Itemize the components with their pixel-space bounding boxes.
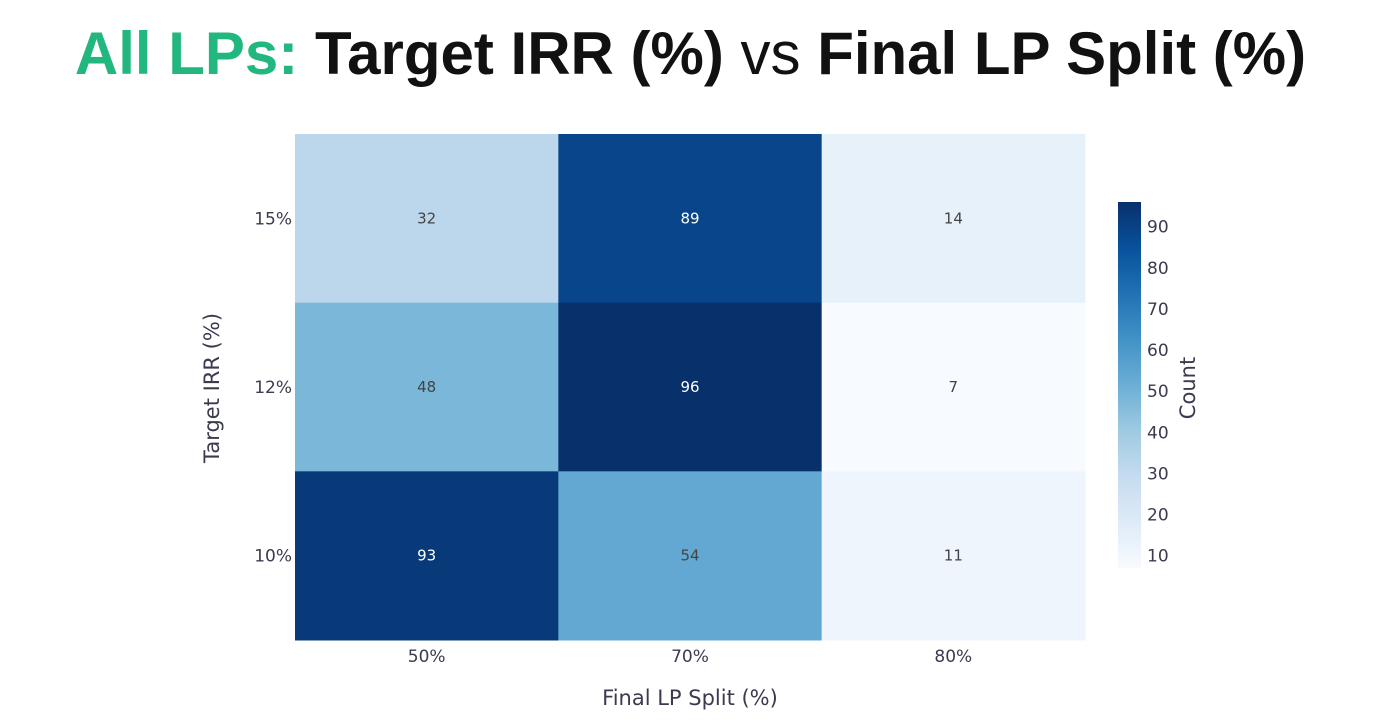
colorbar-tick-label: 40 <box>1147 423 1169 443</box>
colorbar-tick-label: 60 <box>1147 341 1169 361</box>
x-tick-label: 80% <box>934 647 972 667</box>
heatmap-cells <box>295 134 1086 641</box>
x-tick-label: 50% <box>408 647 446 667</box>
x-axis-title: Final LP Split (%) <box>602 686 778 710</box>
heatmap-cell-label: 96 <box>680 378 699 396</box>
colorbar-tick-label: 30 <box>1147 464 1169 484</box>
y-tick-label: 10% <box>254 547 292 567</box>
title-versus: vs <box>740 20 801 87</box>
y-axis-title: Target IRR (%) <box>200 313 224 464</box>
colorbar-gradient <box>1118 202 1141 568</box>
heatmap-cell <box>295 134 559 304</box>
colorbar-tick-label: 50 <box>1147 382 1169 402</box>
chart-title: All LPs: Target IRR (%) vs Final LP Spli… <box>0 14 1381 94</box>
colorbar-tick-label: 70 <box>1147 300 1169 320</box>
x-axis-ticks: 50% 70% 80% <box>408 647 972 667</box>
colorbar: 10 20 30 40 50 60 70 80 90 Count <box>1118 202 1200 568</box>
heatmap-cell-label: 48 <box>417 378 436 396</box>
heatmap-cell <box>558 134 823 304</box>
heatmap-cell <box>558 302 823 472</box>
colorbar-title: Count <box>1176 357 1200 419</box>
colorbar-tick-label: 20 <box>1147 506 1169 526</box>
title-y-variable: Target IRR (%) <box>314 20 724 87</box>
colorbar-tick-label: 90 <box>1147 218 1169 238</box>
heatmap-cell-label: 89 <box>680 209 699 227</box>
colorbar-tick-label: 10 <box>1147 547 1169 567</box>
heatmap-cell-label: 54 <box>680 547 699 565</box>
x-tick-label: 70% <box>671 647 709 667</box>
colorbar-tick-label: 80 <box>1147 259 1169 279</box>
heatmap-cell <box>821 134 1086 304</box>
title-x-variable: Final LP Split (%) <box>817 20 1307 87</box>
heatmap-cell <box>821 471 1086 641</box>
y-axis-ticks: 15% 12% 10% <box>254 209 292 566</box>
heatmap-cell <box>295 471 559 641</box>
heatmap-cell <box>558 471 823 641</box>
title-prefix: All LPs: <box>74 20 299 87</box>
heatmap-cell-label: 11 <box>944 547 963 565</box>
y-tick-label: 12% <box>254 378 292 398</box>
heatmap-cell <box>295 302 559 472</box>
heatmap-cell-label: 14 <box>944 209 963 227</box>
heatmap-cell-labels: 32 89 14 48 96 7 93 54 11 <box>417 209 963 564</box>
y-tick-label: 15% <box>254 209 292 229</box>
heatmap-cell-label: 32 <box>417 209 436 227</box>
heatmap-cell <box>821 302 1086 472</box>
heatmap-cell-label: 7 <box>949 378 959 396</box>
heatmap-cell-label: 93 <box>417 547 436 565</box>
colorbar-ticks: 10 20 30 40 50 60 70 80 90 <box>1147 218 1169 567</box>
